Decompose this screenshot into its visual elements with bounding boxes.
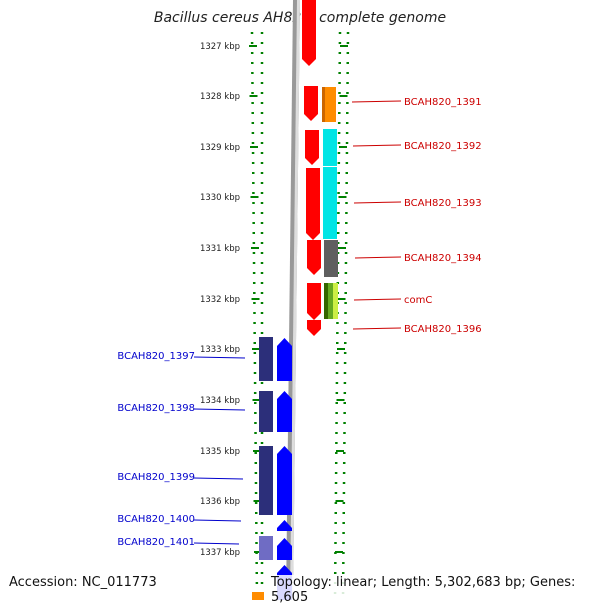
reverse-gene-label: BCAH820_1399 bbox=[117, 472, 195, 483]
ruler-label: 1331 kbp bbox=[200, 244, 240, 254]
cds-block-yellow bbox=[333, 283, 338, 319]
reverse-cds-block bbox=[259, 337, 273, 381]
forward-gene-arrow bbox=[307, 240, 321, 275]
cds-block-green-dark bbox=[324, 283, 328, 319]
reverse-label-leader bbox=[193, 408, 246, 411]
cds-block-green bbox=[328, 283, 333, 319]
cds-block-orange-bottom bbox=[252, 592, 264, 600]
forward-gene-label: BCAH820_1392 bbox=[404, 141, 482, 152]
ruler-label: 1333 kbp bbox=[200, 345, 240, 355]
reverse-cds-block bbox=[259, 391, 273, 432]
ruler-label: 1334 kbp bbox=[200, 396, 240, 406]
forward-gene-label: comC bbox=[404, 295, 432, 306]
cds-block-cyan bbox=[323, 129, 337, 239]
genome-title: Bacillus cereus AH820, complete genome bbox=[153, 10, 447, 26]
forward-gene-label: BCAH820_1396 bbox=[404, 324, 482, 335]
ruler-label: 1327 kbp bbox=[200, 42, 240, 52]
forward-gene-label: BCAH820_1394 bbox=[404, 253, 482, 264]
accession-text: Accession: NC_011773 bbox=[9, 575, 157, 590]
reverse-cds-block bbox=[259, 446, 273, 515]
labels: 1327 kbp 1328 kbp 1329 kbp 1330 kbp 1331 kbp… bbox=[117, 42, 481, 558]
dotted-guide-line bbox=[341, 31, 350, 600]
forward-gene-arrow bbox=[306, 168, 320, 240]
genome-summary: Topology: linear; Length: 5,302,683 bp; … bbox=[271, 575, 600, 605]
reverse-gene-arrow bbox=[277, 338, 292, 381]
ruler-label: 1332 kbp bbox=[200, 295, 240, 305]
dotted-guide-line bbox=[250, 31, 259, 600]
reverse-gene-label: BCAH820_1400 bbox=[117, 514, 195, 525]
forward-label-leader bbox=[354, 256, 402, 259]
forward-label-leader bbox=[353, 201, 402, 204]
reverse-gene-label: BCAH820_1397 bbox=[117, 351, 195, 362]
forward-gene-arrow bbox=[305, 130, 319, 165]
cds-block-orange-edge bbox=[322, 87, 325, 122]
forward-gene-label: BCAH820_1391 bbox=[404, 97, 482, 108]
forward-label-leader bbox=[351, 100, 402, 103]
cds-block-grey bbox=[324, 240, 338, 277]
reverse-gene-arrow bbox=[277, 446, 292, 515]
reverse-gene-arrow bbox=[277, 538, 292, 560]
reverse-gene-arrow bbox=[277, 520, 292, 531]
forward-label-leader bbox=[353, 298, 402, 301]
forward-label-leader bbox=[352, 144, 402, 147]
ruler-label: 1328 kbp bbox=[200, 92, 240, 102]
forward-gene-label: BCAH820_1393 bbox=[404, 198, 482, 209]
reverse-label-leader bbox=[193, 477, 244, 480]
ruler-label: 1330 kbp bbox=[200, 193, 240, 203]
reverse-label-leader bbox=[193, 519, 242, 522]
cds-block-cyan-gap bbox=[323, 166, 337, 167]
reverse-label-leader bbox=[193, 542, 240, 545]
reverse-cds-block bbox=[259, 536, 273, 560]
ruler-label: 1336 kbp bbox=[200, 497, 240, 507]
reverse-gene-label: BCAH820_1398 bbox=[117, 403, 195, 414]
cds-block-orange bbox=[322, 87, 336, 122]
forward-gene-arrow bbox=[304, 86, 318, 121]
label-leaders bbox=[193, 100, 402, 545]
reverse-gene-arrow bbox=[277, 391, 292, 432]
gene-features bbox=[252, 0, 338, 600]
genome-backbone bbox=[286, 0, 300, 600]
forward-gene-arrow bbox=[307, 283, 321, 320]
forward-gene-arrow bbox=[302, 0, 316, 66]
ruler-label: 1329 kbp bbox=[200, 143, 240, 153]
ruler-label: 1335 kbp bbox=[200, 447, 240, 457]
ruler-label: 1337 kbp bbox=[200, 548, 240, 558]
forward-gene-arrow bbox=[307, 320, 321, 336]
backbone-highlight bbox=[290, 0, 300, 600]
forward-label-leader bbox=[352, 327, 402, 330]
reverse-label-leader bbox=[193, 356, 246, 359]
reverse-gene-label: BCAH820_1401 bbox=[117, 537, 195, 548]
